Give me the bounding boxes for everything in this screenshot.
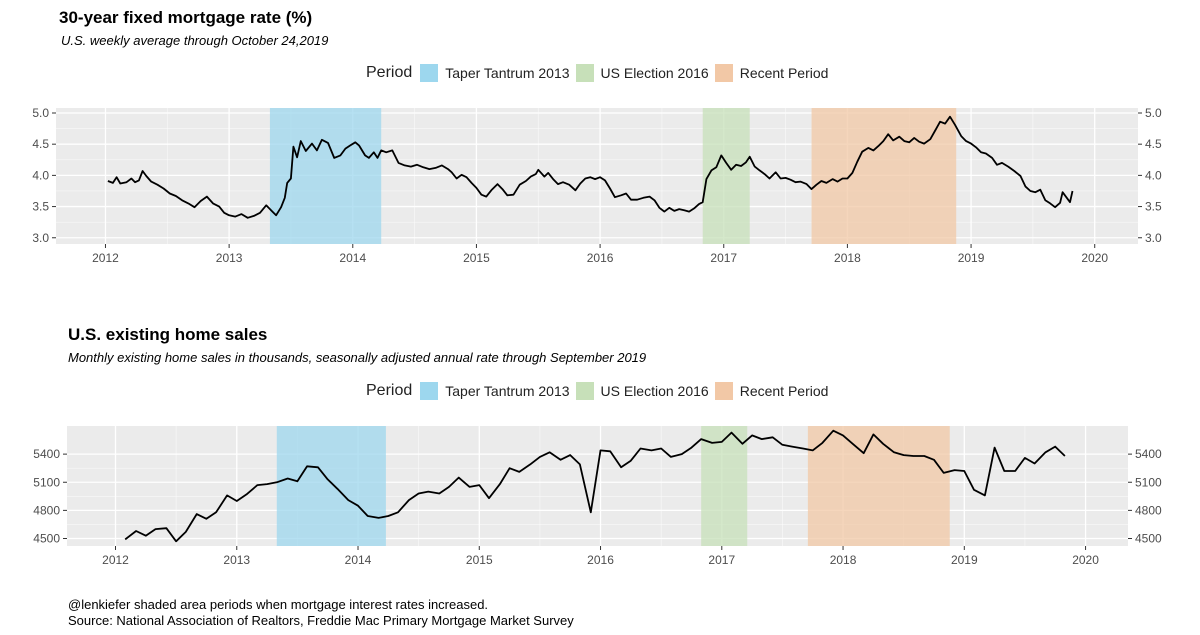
x-tick-label: 2020 bbox=[1072, 553, 1099, 567]
caption: @lenkiefer shaded area periods when mort… bbox=[68, 597, 574, 629]
legend-swatch-recent bbox=[714, 64, 733, 82]
chart1-subtitle: U.S. weekly average through October 24,2… bbox=[61, 33, 329, 48]
shaded-period bbox=[807, 426, 950, 546]
y-tick-label-right: 4.0 bbox=[1145, 168, 1162, 182]
series-line bbox=[124, 429, 1066, 543]
mortgage-rate-chart: 2012 2013 2014 2015 2016 2017 2018 2019 2020 3.0 3… bbox=[32, 106, 1162, 265]
y-tick-label-right: 4800 bbox=[1135, 503, 1162, 517]
caption-line-2: Source: National Association of Realtors… bbox=[68, 613, 574, 628]
chart1-legend: Period Taper Tantrum 2013 US Election 20… bbox=[366, 64, 834, 82]
x-tick-label: 2013 bbox=[223, 553, 250, 567]
legend-swatch-taper bbox=[420, 64, 439, 82]
legend-title: Period bbox=[366, 64, 413, 81]
caption-line-1: @lenkiefer shaded area periods when mort… bbox=[68, 597, 489, 612]
shaded-period bbox=[702, 108, 750, 244]
shaded-period bbox=[701, 426, 748, 546]
y-tick-label-left: 4.0 bbox=[32, 168, 49, 182]
x-tick-label: 2012 bbox=[102, 553, 129, 567]
y-tick-label-right: 3.0 bbox=[1145, 231, 1162, 245]
y-tick-label-left: 5100 bbox=[33, 475, 60, 489]
chart2-subtitle: Monthly existing home sales in thousands… bbox=[68, 350, 647, 365]
y-tick-label-left: 3.0 bbox=[32, 231, 49, 245]
y-tick-label-right: 4.5 bbox=[1145, 137, 1162, 151]
x-tick-label: 2014 bbox=[339, 251, 366, 265]
x-tick-label: 2017 bbox=[708, 553, 735, 567]
y-tick-label-right: 5100 bbox=[1135, 475, 1162, 489]
legend-swatch-election bbox=[575, 382, 594, 400]
x-tick-label: 2016 bbox=[587, 251, 614, 265]
y-tick-label-left: 5.0 bbox=[32, 106, 49, 120]
home-sales-chart: 2012 2013 2014 2015 2016 2017 2018 2019 2020 4500… bbox=[33, 426, 1162, 567]
legend-swatch-recent bbox=[714, 382, 733, 400]
x-tick-label: 2014 bbox=[345, 553, 372, 567]
chart2-legend: Period Taper Tantrum 2013 US Election 20… bbox=[366, 382, 834, 400]
shaded-period bbox=[269, 108, 382, 244]
chart1-title: 30-year fixed mortgage rate (%) bbox=[59, 8, 313, 27]
plot-panel bbox=[67, 426, 1128, 546]
y-tick-label-left: 4500 bbox=[33, 532, 60, 546]
y-tick-label-left: 4800 bbox=[33, 503, 60, 517]
x-tick-label: 2015 bbox=[466, 553, 493, 567]
legend-label-election: US Election 2016 bbox=[600, 65, 709, 81]
y-tick-label-right: 5400 bbox=[1135, 447, 1162, 461]
series-line bbox=[107, 115, 1074, 219]
x-tick-label: 2016 bbox=[587, 553, 614, 567]
chart2-title: U.S. existing home sales bbox=[68, 325, 268, 344]
x-tick-label: 2019 bbox=[958, 251, 985, 265]
y-tick-label-left: 3.5 bbox=[32, 200, 49, 214]
x-tick-label: 2018 bbox=[830, 553, 857, 567]
legend-label-recent: Recent Period bbox=[739, 383, 829, 399]
legend-label-taper: Taper Tantrum 2013 bbox=[445, 65, 570, 81]
x-tick-label: 2020 bbox=[1081, 251, 1108, 265]
y-tick-label-left: 4.5 bbox=[32, 137, 49, 151]
legend-label-election: US Election 2016 bbox=[600, 383, 709, 399]
shaded-period bbox=[276, 426, 386, 546]
x-tick-label: 2017 bbox=[710, 251, 737, 265]
shaded-period bbox=[811, 108, 957, 244]
x-tick-label: 2019 bbox=[951, 553, 978, 567]
legend-swatch-taper bbox=[420, 382, 439, 400]
legend-label-taper: Taper Tantrum 2013 bbox=[445, 383, 570, 399]
x-tick-label: 2013 bbox=[216, 251, 243, 265]
y-tick-label-right: 4500 bbox=[1135, 532, 1162, 546]
y-tick-label-right: 3.5 bbox=[1145, 200, 1162, 214]
legend-swatch-election bbox=[575, 64, 594, 82]
y-tick-label-right: 5.0 bbox=[1145, 106, 1162, 120]
x-tick-label: 2012 bbox=[92, 251, 119, 265]
legend-label-recent: Recent Period bbox=[739, 65, 829, 81]
y-tick-label-left: 5400 bbox=[33, 447, 60, 461]
x-tick-label: 2015 bbox=[463, 251, 490, 265]
legend-title: Period bbox=[366, 382, 413, 399]
x-tick-label: 2018 bbox=[834, 251, 861, 265]
